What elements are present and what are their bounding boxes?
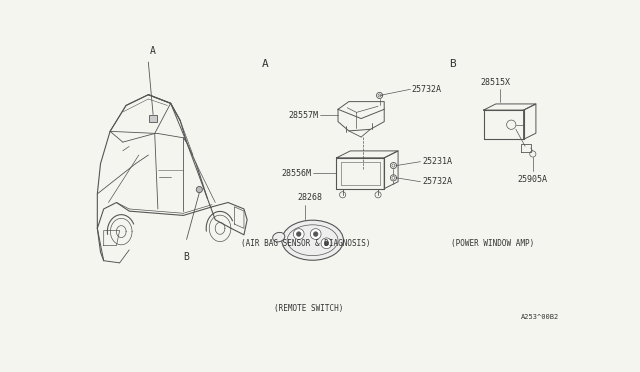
Text: 28556M: 28556M	[282, 169, 312, 178]
Text: 28515X: 28515X	[481, 78, 511, 87]
Text: 28268: 28268	[297, 193, 322, 202]
Text: A: A	[150, 46, 156, 56]
Circle shape	[324, 241, 329, 246]
Text: 25231A: 25231A	[422, 157, 452, 166]
Circle shape	[196, 186, 202, 193]
Circle shape	[321, 238, 332, 249]
Text: B: B	[184, 252, 189, 262]
Polygon shape	[149, 115, 157, 122]
Text: 25732A: 25732A	[422, 177, 452, 186]
Text: (REMOTE SWITCH): (REMOTE SWITCH)	[274, 304, 343, 312]
Text: A: A	[262, 59, 268, 69]
Text: A253^00B2: A253^00B2	[521, 314, 559, 320]
Text: B: B	[449, 59, 456, 69]
Text: 25905A: 25905A	[517, 175, 547, 184]
Circle shape	[293, 229, 304, 240]
Ellipse shape	[282, 220, 344, 260]
Circle shape	[314, 232, 318, 236]
Circle shape	[296, 232, 301, 236]
Text: (AIR BAG SENSOR & DIAGNOSIS): (AIR BAG SENSOR & DIAGNOSIS)	[241, 239, 371, 248]
Ellipse shape	[273, 232, 285, 242]
Circle shape	[310, 229, 321, 240]
Text: 25732A: 25732A	[412, 85, 442, 94]
Text: (POWER WINDOW AMP): (POWER WINDOW AMP)	[451, 239, 534, 248]
Text: 28557M: 28557M	[289, 111, 319, 120]
